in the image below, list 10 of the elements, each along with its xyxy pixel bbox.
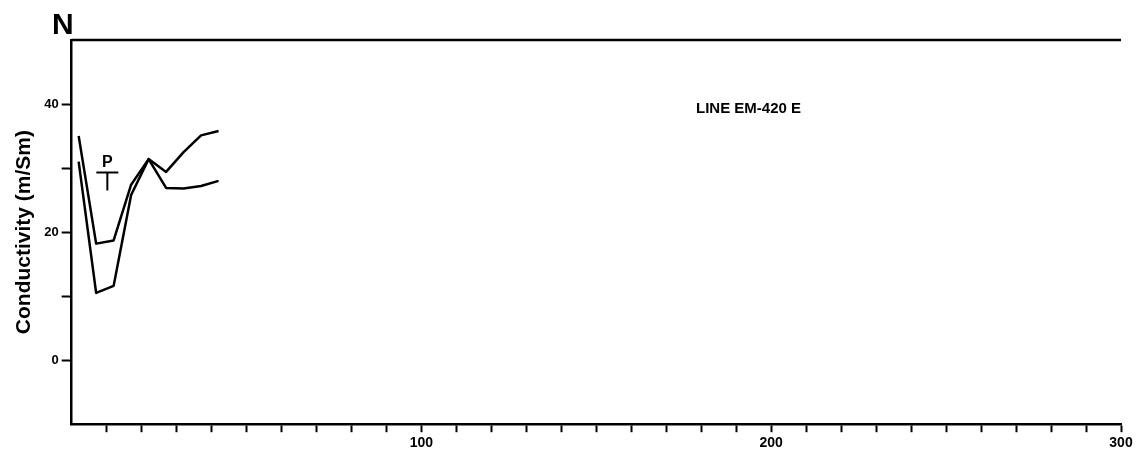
y-tick-label: 40 — [44, 95, 59, 111]
text: LINE EM-420 E — [696, 99, 802, 117]
x-tick-label: 300 — [1109, 434, 1133, 451]
annotation: P — [102, 152, 113, 170]
y-axis-title: Conductivity (m/Sm) — [11, 130, 35, 335]
chart-title: N — [52, 7, 74, 40]
y-tick-label: 0 — [51, 351, 59, 367]
x-tick-label: 200 — [759, 434, 784, 451]
x-tick-label: 100 — [409, 434, 434, 451]
y-tick-label: 20 — [44, 223, 59, 239]
